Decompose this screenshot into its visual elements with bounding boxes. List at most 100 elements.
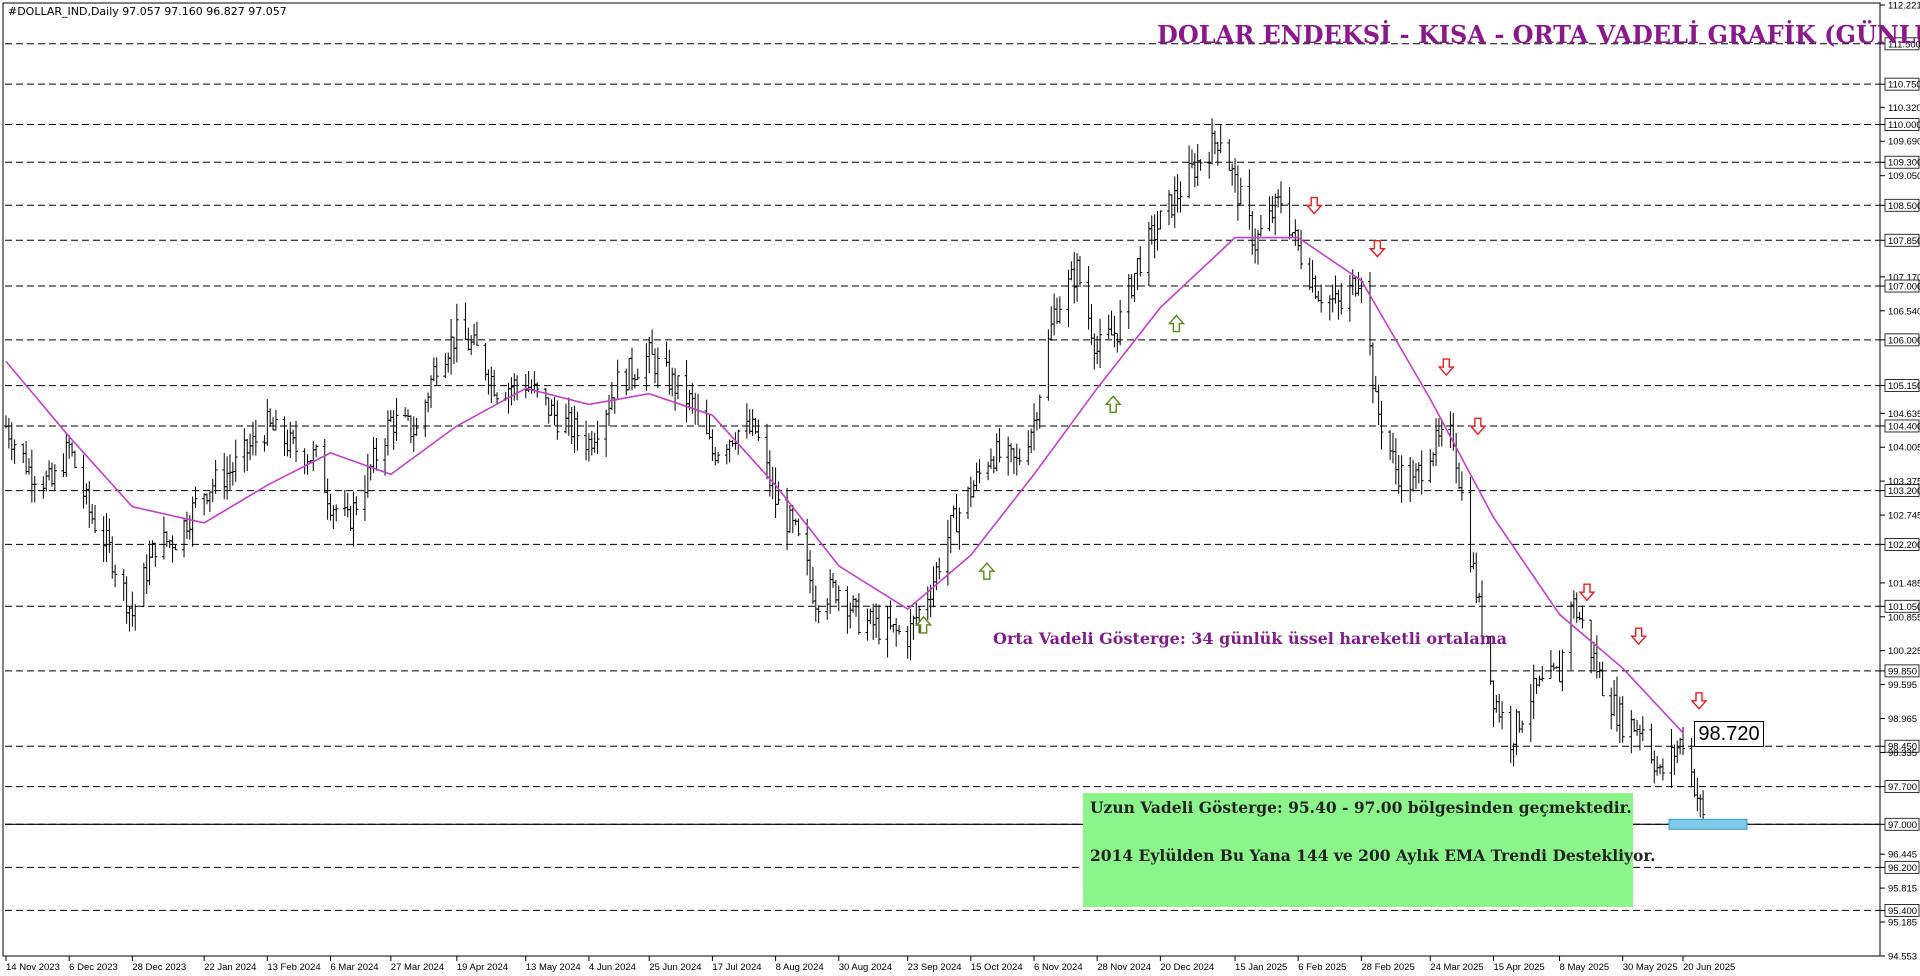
level-price-box	[1884, 860, 1920, 874]
horizontal-levels	[5, 43, 1880, 911]
price-tick-label: 101.050	[1888, 602, 1920, 613]
sell-signal-arrow-icon	[1469, 417, 1487, 436]
price-tick-label: 99.595	[1888, 680, 1917, 691]
date-tick-label: 6 Nov 2024	[1034, 962, 1083, 973]
long-term-note-line-1: Uzun Vadeli Gösterge: 95.40 - 97.00 bölg…	[1090, 798, 1632, 817]
price-tick-label: 99.850	[1888, 666, 1917, 677]
price-tick-label: 107.170	[1888, 272, 1920, 283]
date-tick-label: 24 Mar 2025	[1430, 962, 1483, 973]
price-tick-label: 96.445	[1888, 850, 1917, 861]
price-tick-label: 107.850	[1888, 236, 1920, 247]
price-bars	[4, 118, 1706, 822]
price-tick-label: 110.000	[1888, 120, 1920, 131]
sell-signal-arrow-icon	[1368, 239, 1386, 258]
price-tick-label: 97.000	[1888, 820, 1917, 831]
price-tick-label: 104.400	[1888, 421, 1920, 432]
level-price-box	[1884, 739, 1920, 753]
level-price-box	[1884, 118, 1920, 131]
price-tick-label: 98.965	[1888, 714, 1917, 725]
level-price-box	[1884, 419, 1920, 433]
price-tick-label: 97.700	[1888, 782, 1917, 793]
level-price-box	[1884, 664, 1920, 678]
price-tick-label: 94.553	[1888, 952, 1917, 963]
signal-arrows	[915, 196, 1708, 710]
ema-annotation: Orta Vadeli Gösterge: 34 günlük üssel ha…	[993, 629, 1508, 648]
level-price-box	[1884, 37, 1920, 51]
price-tick-label: 103.200	[1888, 486, 1920, 497]
buy-signal-arrow-icon	[1104, 395, 1122, 413]
price-tick-label: 100.855	[1888, 612, 1920, 623]
date-tick-label: 6 Feb 2025	[1298, 962, 1346, 973]
price-tick-label: 102.200	[1888, 540, 1920, 551]
date-tick-label: 8 Aug 2024	[776, 962, 824, 973]
date-tick-label: 23 Sep 2024	[908, 962, 962, 973]
date-tick-label: 15 Apr 2025	[1493, 962, 1544, 973]
date-tick-label: 6 Dec 2023	[69, 962, 118, 973]
date-tick-label: 6 Mar 2024	[330, 962, 378, 973]
date-tick-label: 20 Jun 2025	[1683, 962, 1735, 973]
date-tick-label: 14 Nov 2023	[6, 962, 60, 973]
price-tick-label: 109.690	[1888, 137, 1920, 148]
long-term-note-box	[1083, 793, 1633, 907]
price-tick-label: 108.500	[1888, 201, 1920, 212]
sell-signal-arrow-icon	[1578, 583, 1596, 602]
level-price-box	[1884, 780, 1920, 794]
price-tick-label: 111.500	[1888, 39, 1920, 50]
level-price-box	[1884, 155, 1920, 169]
price-tick-label: 104.005	[1888, 443, 1920, 454]
price-tick-label: 103.375	[1888, 477, 1920, 488]
buy-signal-arrow-icon	[978, 562, 996, 580]
price-tick-label: 104.635	[1888, 409, 1920, 420]
price-tick-label: 109.050	[1888, 171, 1920, 182]
date-tick-label: 30 Aug 2024	[839, 962, 892, 973]
price-tick-label: 96.200	[1888, 863, 1917, 874]
price-tick-label: 98.335	[1888, 748, 1917, 759]
level-price-box	[1884, 599, 1920, 613]
price-tick-label: 100.225	[1888, 646, 1920, 657]
date-tick-label: 15 Oct 2024	[971, 962, 1023, 973]
price-tick-label: 106.540	[1888, 306, 1920, 317]
date-tick-label: 28 Dec 2023	[132, 962, 186, 973]
date-tick-label: 30 May 2025	[1623, 962, 1678, 973]
date-tick-label: 28 Feb 2025	[1361, 962, 1414, 973]
date-tick-label: 4 Jun 2024	[589, 962, 636, 973]
date-tick-label: 27 Mar 2024	[391, 962, 444, 973]
level-price-box	[1884, 198, 1920, 212]
price-tick-label: 110.320	[1888, 103, 1920, 114]
ema-price-tag: 98.720	[1694, 721, 1764, 747]
price-tick-label: 101.485	[1888, 578, 1920, 589]
price-tick-label: 109.300	[1888, 158, 1920, 169]
level-price-box	[1884, 279, 1920, 293]
buy-signal-arrow-icon	[1167, 314, 1185, 333]
price-tick-label: 95.815	[1888, 884, 1917, 895]
date-tick-label: 20 Dec 2024	[1160, 962, 1214, 973]
price-axis: 112.221 111.500 110.750 110.320 110.000 109.6…	[1879, 1, 1920, 963]
price-tick-label: 106.000	[1888, 335, 1920, 346]
price-tick-label: 112.221	[1888, 1, 1920, 12]
level-price-box	[1884, 77, 1920, 91]
price-tick-label: 95.400	[1888, 906, 1917, 917]
date-tick-label: 13 May 2024	[526, 962, 581, 973]
sell-signal-arrow-icon	[1437, 358, 1455, 377]
long-term-note-line-2: 2014 Eylülden Bu Yana 144 ve 200 Aylık E…	[1090, 846, 1656, 865]
level-price-box	[1884, 333, 1920, 347]
level-price-box	[1884, 817, 1920, 831]
date-tick-label: 25 Jun 2024	[649, 962, 701, 973]
date-tick-label: 19 Apr 2024	[457, 962, 508, 973]
date-tick-label: 15 Jan 2025	[1235, 962, 1287, 973]
price-tick-label: 105.150	[1888, 381, 1920, 392]
buy-signal-arrow-icon	[915, 615, 933, 634]
price-tick-label: 95.185	[1888, 917, 1917, 928]
level-price-box	[1884, 484, 1920, 497]
support-zone-marker	[1668, 818, 1748, 830]
date-tick-label: 17 Jul 2024	[712, 962, 761, 973]
date-tick-label: 28 Nov 2024	[1097, 962, 1151, 973]
ema-line	[5, 236, 1684, 735]
date-tick-label: 13 Feb 2024	[267, 962, 320, 973]
price-tick-label: 107.000	[1888, 282, 1920, 293]
level-price-box	[1884, 904, 1920, 917]
price-tick-label: 98.450	[1888, 742, 1917, 753]
price-tick-label: 110.750	[1888, 80, 1920, 91]
